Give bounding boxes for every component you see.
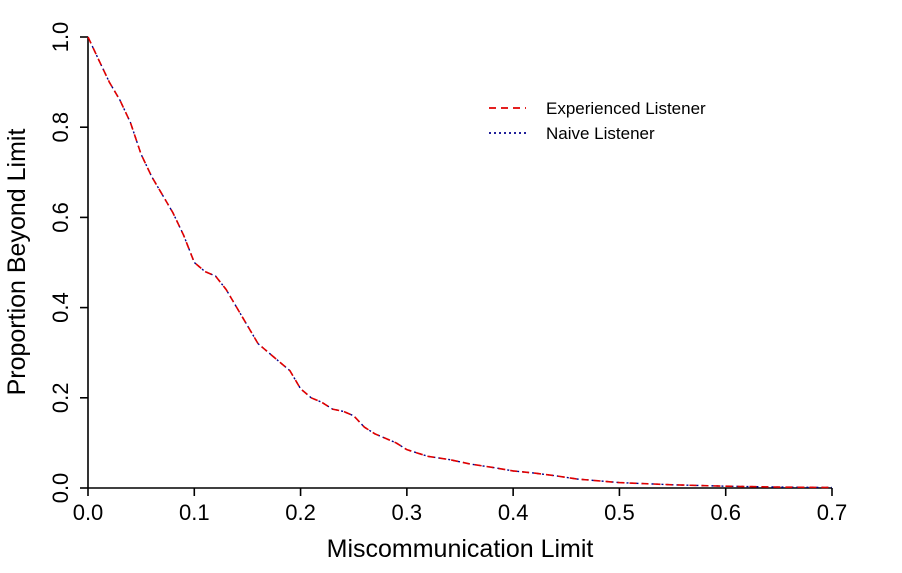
x-tick-label: 0.7 (817, 500, 848, 525)
y-tick-label: 0.0 (48, 473, 73, 504)
y-tick-label: 1.0 (48, 22, 73, 53)
y-tick-label: 0.6 (48, 202, 73, 233)
x-tick-label: 0.3 (392, 500, 423, 525)
x-tick-label: 0.0 (73, 500, 104, 525)
x-axis-ticks: 0.0 0.1 0.2 0.3 0.4 0.5 0.6 0.7 (73, 488, 848, 525)
legend-label-experienced: Experienced Listener (546, 99, 706, 118)
x-tick-label: 0.5 (604, 500, 635, 525)
series-line-naive (87, 36, 833, 489)
y-tick-label: 0.8 (48, 112, 73, 143)
x-tick-label: 0.2 (285, 500, 316, 525)
x-tick-label: 0.6 (710, 500, 741, 525)
y-tick-label: 0.2 (48, 383, 73, 414)
y-axis-ticks: 0.0 0.2 0.4 0.6 0.8 1.0 (48, 22, 88, 504)
series-lines (87, 36, 833, 489)
y-axis-label: Proportion Beyond Limit (3, 129, 31, 396)
plot-area: 0.0 0.1 0.2 0.3 0.4 0.5 0.6 0.7 0.0 0.2 0.4 0.6 0.8… (48, 22, 847, 525)
x-tick-label: 0.4 (498, 500, 529, 525)
legend-label-naive: Naive Listener (546, 124, 655, 143)
y-tick-label: 0.4 (48, 292, 73, 323)
x-tick-label: 0.1 (179, 500, 210, 525)
x-axis-label: Miscommunication Limit (327, 535, 594, 563)
legend: Experienced Listener Naive Listener (489, 99, 706, 143)
series-line-experienced (87, 36, 833, 489)
